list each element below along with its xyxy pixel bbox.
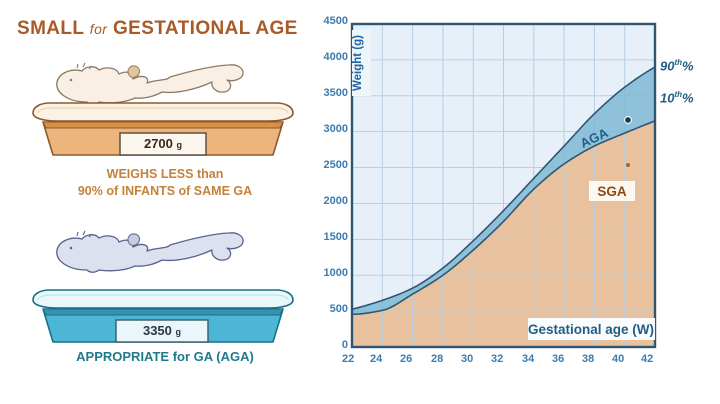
svg-text:Weight (g): Weight (g) <box>352 35 364 91</box>
svg-text:SGA: SGA <box>597 184 627 199</box>
svg-text:3350 g: 3350 g <box>143 323 181 338</box>
svg-text:2700 g: 2700 g <box>144 136 182 151</box>
svg-text:Gestational age (W): Gestational age (W) <box>528 322 654 337</box>
